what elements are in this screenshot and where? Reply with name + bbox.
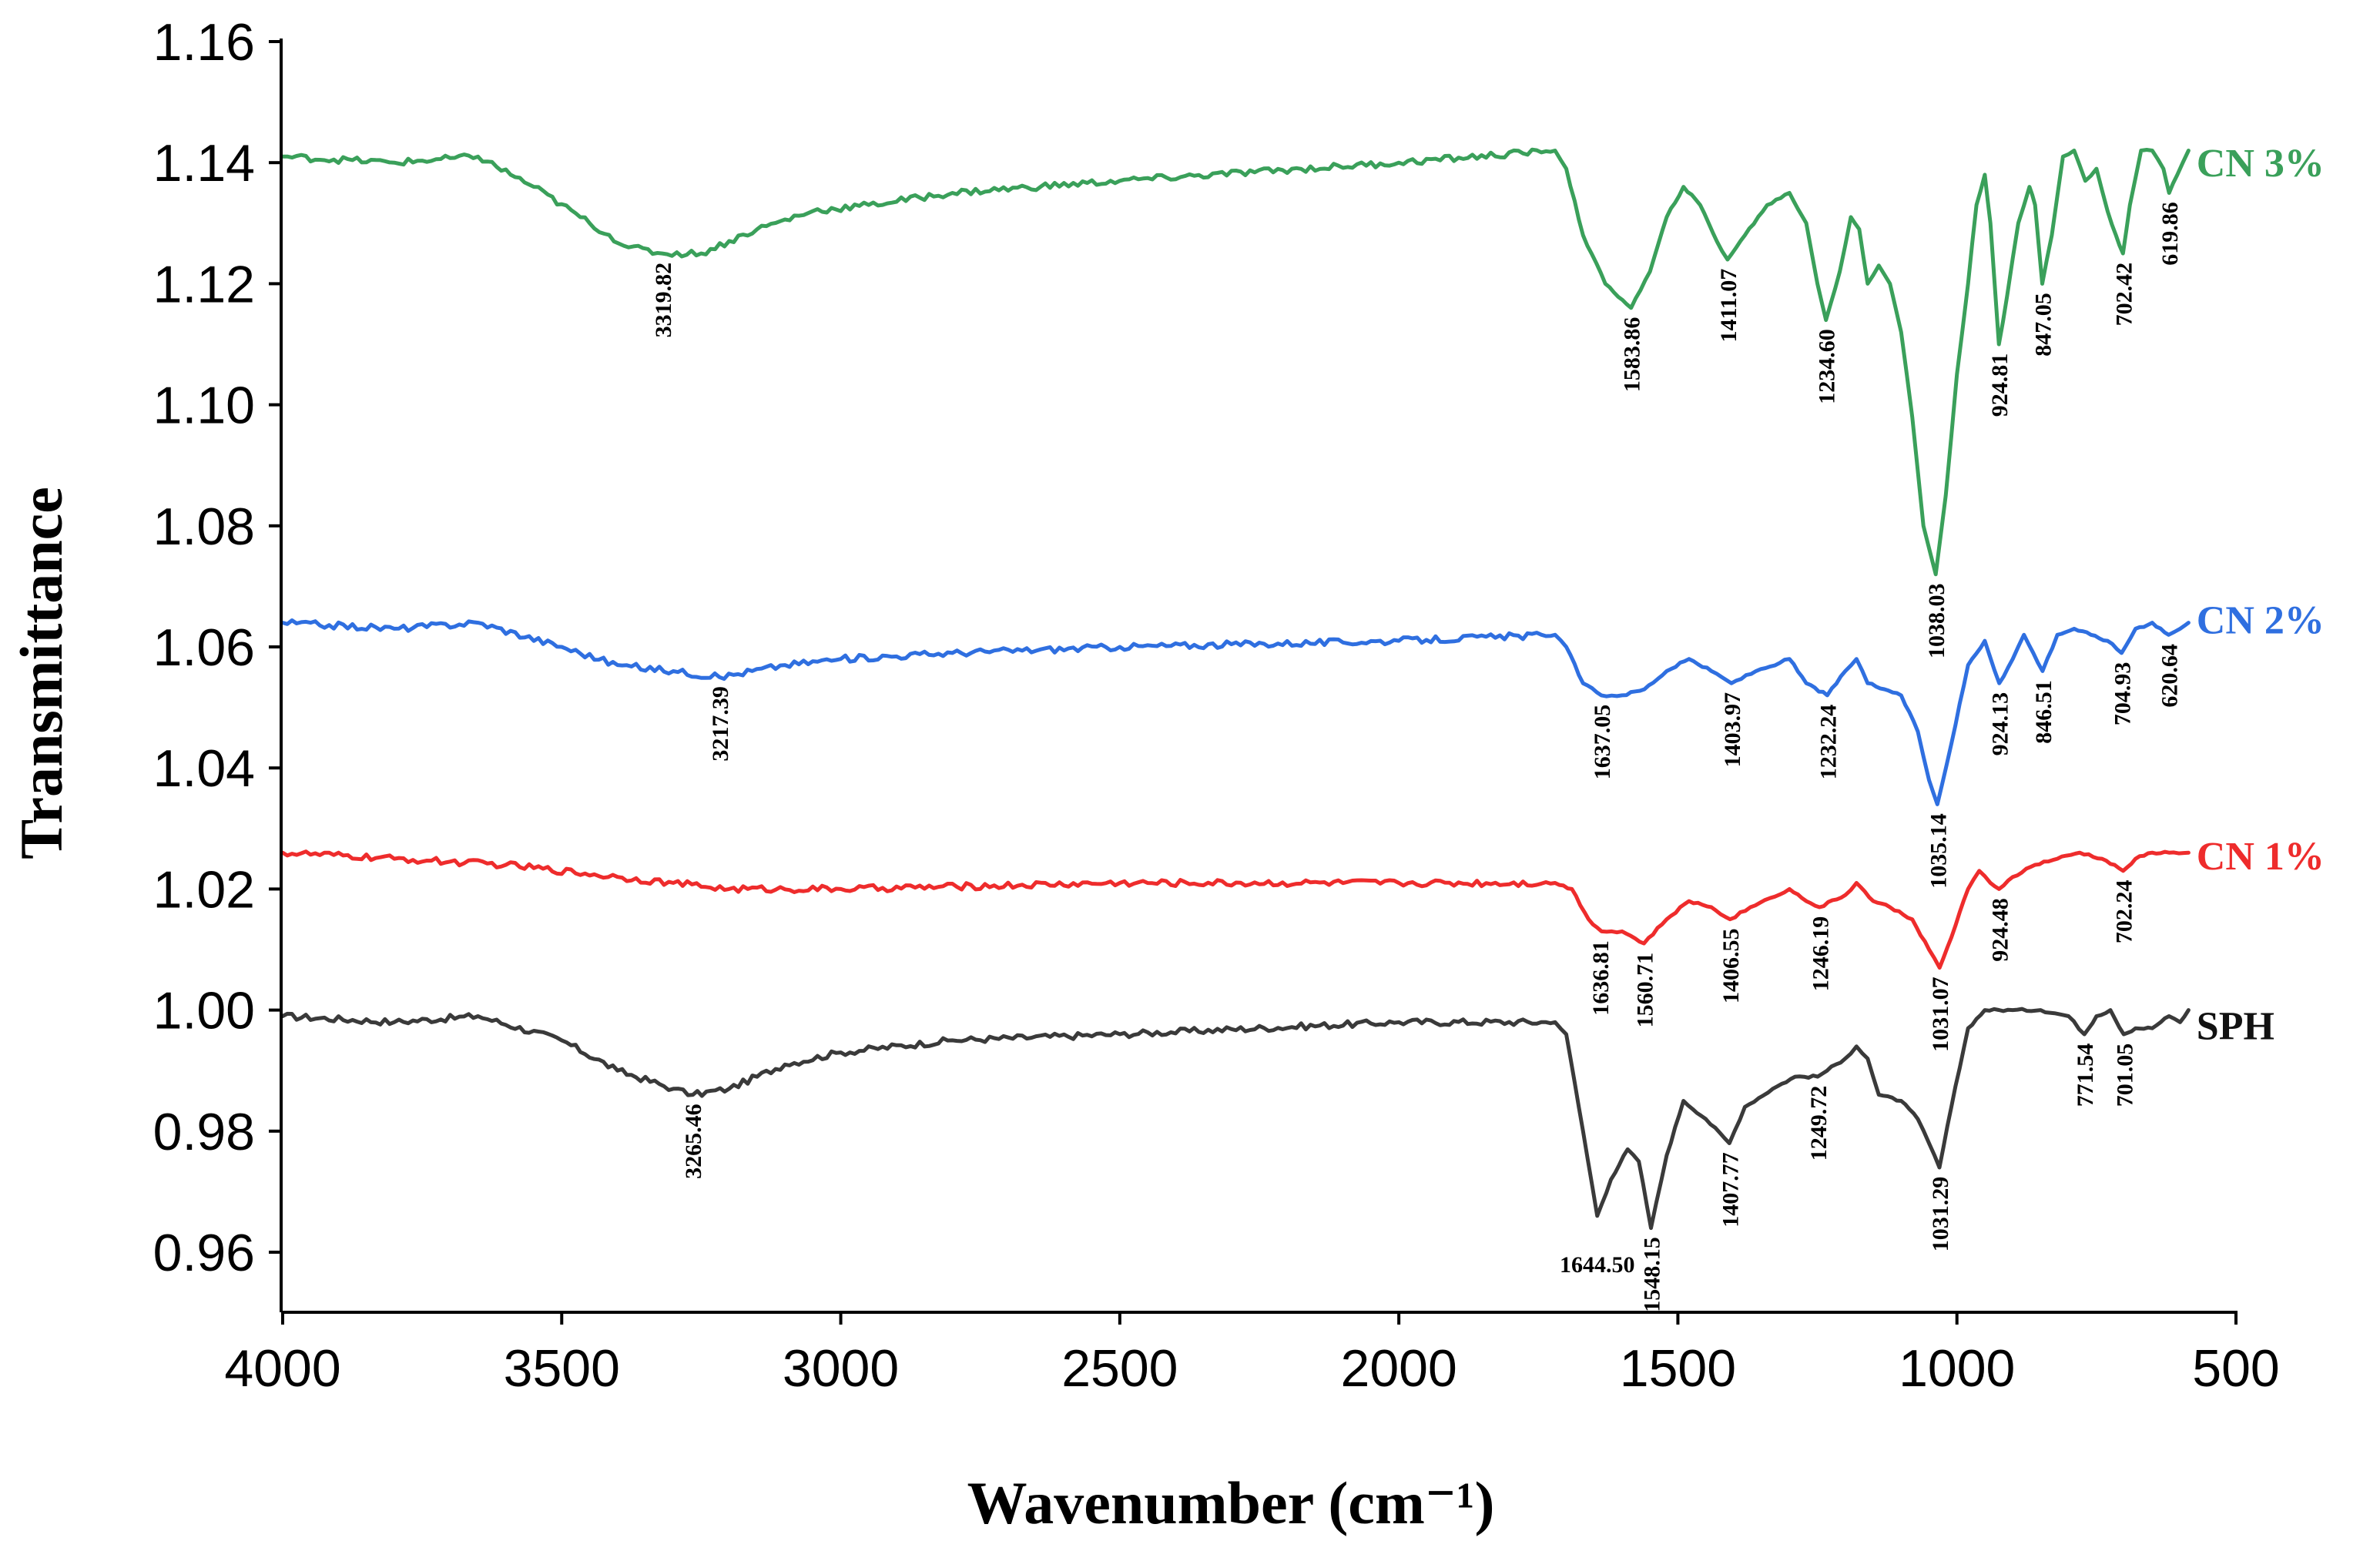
peak-label: 1038.03 [1924,584,1949,659]
peak-label: 846.51 [2031,680,2057,744]
x-tick-label: 2000 [1341,1339,1457,1398]
peak-label: 771.54 [2073,1043,2098,1107]
y-axis-title: Transmittance [8,487,75,859]
peak-label: 1560.71 [1632,953,1658,1028]
peak-label: 847.05 [2031,293,2057,357]
peak-label: 1035.14 [1926,813,1951,889]
peak-label: 1644.50 [1560,1252,1635,1278]
x-axis-title: Wavenumber (cm⁻¹) [967,1469,1495,1536]
y-tick-label: 0.98 [153,1103,255,1161]
series-line-cn-2- [280,618,2191,806]
peak-label: 924.48 [1987,898,2013,962]
peak-label: 1548.15 [1640,1237,1665,1312]
peak-label: 3319.82 [651,263,676,338]
peak-label: 1583.86 [1620,317,1645,393]
y-tick-label: 1.10 [153,377,255,435]
series-label-cn-3-: CN 3% [2197,142,2325,186]
peak-label: 1636.81 [1588,940,1614,1016]
peak-label: 3265.46 [681,1104,706,1179]
peak-label: 1249.72 [1806,1086,1832,1161]
peak-label: 1031.07 [1928,976,1953,1052]
peak-label: 1637.05 [1590,705,1615,780]
series-line-cn-1- [280,849,2191,970]
x-tick-label: 500 [2192,1339,2279,1398]
x-tick-label: 3500 [504,1339,620,1398]
series-label-sph: SPH [2197,1004,2274,1048]
peak-label: 1403.97 [1720,692,1745,768]
series-labels: CN 3% CN 2% CN 1% SPH [2197,142,2325,1048]
y-tick-label: 0.96 [153,1224,255,1282]
peak-label: 702.42 [2111,263,2137,327]
x-tick-label: 1000 [1899,1339,2015,1398]
axes [280,39,2238,1314]
peak-annotations: 3319.82 1583.86 1411.07 1234.60 1038.03 924.8… [651,202,2183,1312]
series-label-cn-2-: CN 2% [2197,599,2325,643]
y-tick-label: 1.14 [153,134,255,193]
series-line-cn-3- [280,147,2191,577]
peak-label: 1246.19 [1808,916,1833,992]
peak-label: 701.05 [2112,1043,2137,1107]
peak-label: 702.24 [2112,880,2137,944]
series-line-sph [280,1007,2191,1231]
y-tick-label: 1.00 [153,982,255,1040]
series-label-cn-1-: CN 1% [2197,835,2325,879]
peak-label: 619.86 [2157,202,2183,266]
peak-label: 1407.77 [1718,1152,1743,1228]
peak-label: 924.81 [1987,353,2013,417]
x-tick-label: 2500 [1061,1339,1178,1398]
series-layer [280,147,2191,1231]
y-tick-label: 1.16 [153,13,255,72]
ticks: 0.96 0.98 1.00 1.02 1.04 1.06 1.08 1.10 1.12 1.14… [153,13,2280,1398]
x-tick-label: 3000 [783,1339,899,1398]
y-tick-label: 1.12 [153,255,255,313]
peak-label: 620.64 [2157,644,2183,708]
y-tick-label: 1.08 [153,497,255,556]
peak-label: 1411.07 [1716,269,1741,343]
x-tick-label: 4000 [224,1339,340,1398]
y-tick-label: 1.02 [153,860,255,919]
peak-label: 3217.39 [708,686,733,762]
y-tick-label: 1.06 [153,618,255,677]
peak-label: 1232.24 [1815,705,1841,780]
peak-label: 1234.60 [1815,329,1840,404]
peak-label: 704.93 [2110,662,2136,726]
y-tick-label: 1.04 [153,739,255,798]
peak-label: 924.13 [1988,692,2013,756]
x-tick-label: 1500 [1620,1339,1736,1398]
peak-label: 1406.55 [1718,929,1744,1004]
peak-label: 1031.29 [1928,1177,1953,1252]
